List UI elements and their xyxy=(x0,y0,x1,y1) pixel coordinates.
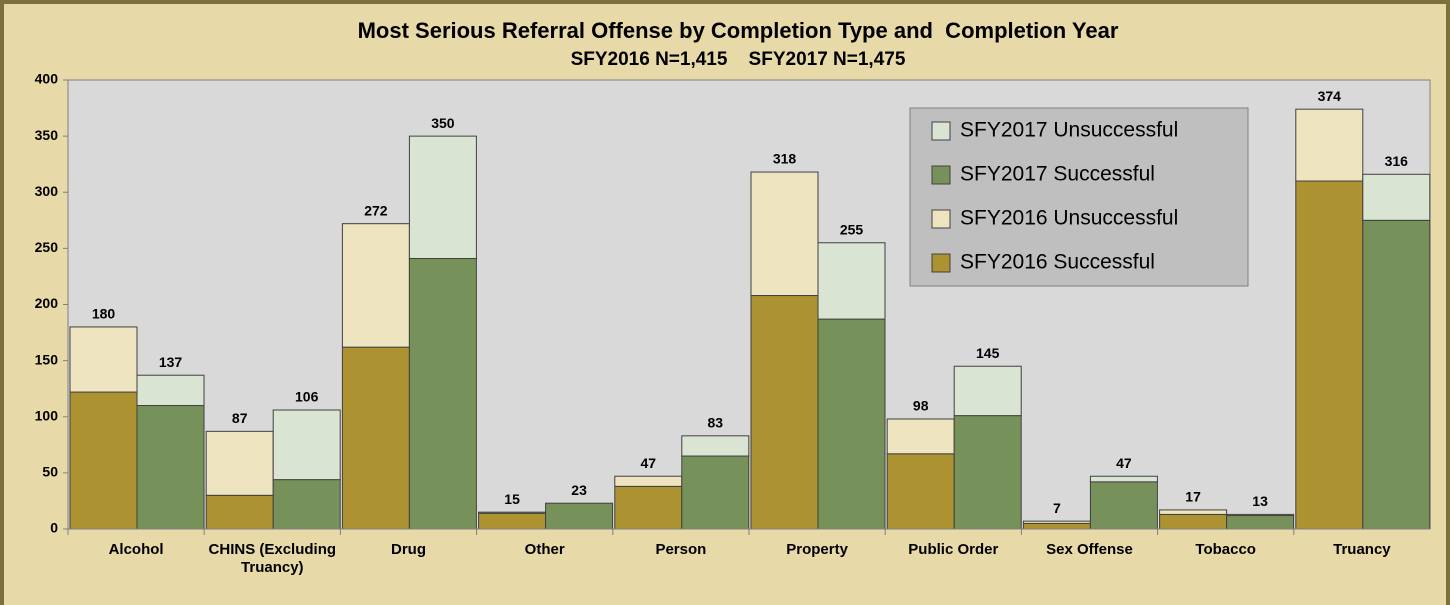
y-tick-label: 200 xyxy=(35,295,59,311)
data-label: 137 xyxy=(159,354,183,370)
legend-swatch xyxy=(931,209,951,229)
legend-swatch xyxy=(931,165,951,185)
chart-title: Most Serious Referral Offense by Complet… xyxy=(358,18,1119,43)
y-tick-label: 50 xyxy=(42,464,58,480)
bar-segment xyxy=(1226,513,1295,517)
bar-segment xyxy=(1362,219,1431,530)
x-tick-label: Property xyxy=(786,541,848,558)
bar-segment xyxy=(272,479,341,530)
data-label: 17 xyxy=(1185,489,1201,505)
data-label: 87 xyxy=(232,410,248,426)
y-tick-label: 400 xyxy=(35,71,59,87)
data-label: 47 xyxy=(641,455,657,471)
legend-label: SFY2016 Unsuccessful xyxy=(960,207,1178,230)
x-tick-label: Drug xyxy=(391,541,426,558)
bar-segment xyxy=(478,512,547,530)
legend-swatch xyxy=(931,253,951,273)
legend-label: SFY2017 Successful xyxy=(960,163,1155,186)
bar-segment xyxy=(750,171,819,297)
y-tick-label: 300 xyxy=(35,183,59,199)
data-label: 318 xyxy=(773,151,797,167)
x-tick-label: Sex Offense xyxy=(1046,541,1133,558)
x-tick-label: Alcohol xyxy=(108,541,164,558)
bar-segment xyxy=(1159,509,1228,515)
bar-segment xyxy=(614,475,683,487)
bar-segment xyxy=(272,409,341,481)
x-tick-label: Tobacco xyxy=(1195,541,1256,558)
bar-segment xyxy=(1089,475,1158,483)
bar-segment xyxy=(953,415,1022,530)
data-label: 98 xyxy=(913,398,929,414)
legend-box xyxy=(909,107,1249,287)
bar-segment xyxy=(136,374,205,407)
x-tick-label: Public Order xyxy=(908,541,999,558)
bar-segment xyxy=(69,391,138,530)
x-tick-label: CHINS (Excluding Truancy) xyxy=(208,541,337,576)
bar-segment xyxy=(1226,515,1295,530)
bar-segment xyxy=(1295,180,1364,530)
data-label: 350 xyxy=(431,115,455,131)
data-label: 7 xyxy=(1053,500,1061,516)
data-label: 47 xyxy=(1116,455,1132,471)
legend-swatch xyxy=(931,121,951,141)
data-label: 106 xyxy=(295,389,319,405)
bar-segment xyxy=(341,346,410,530)
bar-segment xyxy=(614,485,683,530)
bar-segment xyxy=(408,257,477,530)
x-tick-label: Person xyxy=(655,541,707,558)
bar-segment xyxy=(817,318,886,530)
data-label: 180 xyxy=(92,306,116,322)
chart-subtitle: SFY2016 N=1,415 SFY2017 N=1,475 xyxy=(571,49,906,70)
x-tick-label: Other xyxy=(524,541,565,558)
bar-segment xyxy=(1022,522,1091,530)
data-label: 374 xyxy=(1318,88,1342,104)
bar-segment xyxy=(205,494,274,530)
data-label: 255 xyxy=(840,221,864,237)
bar-segment xyxy=(341,223,410,348)
bar-segment xyxy=(545,502,614,530)
y-tick-label: 250 xyxy=(35,239,59,255)
bar-segment xyxy=(205,430,274,496)
bar-segment xyxy=(681,435,750,457)
bar-segment xyxy=(408,135,477,259)
bar-segment xyxy=(69,326,138,393)
bar-segment xyxy=(136,405,205,530)
x-tick-label: Truancy xyxy=(1333,541,1391,558)
bar-segment xyxy=(750,295,819,530)
bar-segment xyxy=(1022,520,1091,524)
bar-segment xyxy=(953,365,1022,417)
bar-segment xyxy=(1295,108,1364,182)
bar-segment xyxy=(886,418,955,455)
bar-segment xyxy=(886,453,955,530)
y-tick-label: 0 xyxy=(50,520,58,536)
bar-segment xyxy=(817,242,886,320)
data-label: 23 xyxy=(571,482,587,498)
data-label: 15 xyxy=(504,491,520,507)
bar-segment xyxy=(681,455,750,530)
legend-label: SFY2017 Unsuccessful xyxy=(960,119,1178,142)
bar-segment xyxy=(1089,481,1158,530)
data-label: 13 xyxy=(1252,493,1268,509)
bar-segment xyxy=(478,511,547,514)
y-tick-label: 350 xyxy=(35,127,59,143)
bar-segment xyxy=(1159,513,1228,530)
data-label: 145 xyxy=(976,345,1000,361)
data-label: 316 xyxy=(1385,153,1409,169)
y-tick-label: 100 xyxy=(35,407,59,423)
y-tick-label: 150 xyxy=(35,351,59,367)
data-label: 272 xyxy=(364,202,388,218)
bar-segment xyxy=(1362,173,1431,221)
legend-label: SFY2016 Successful xyxy=(960,251,1155,274)
data-label: 83 xyxy=(708,415,724,431)
